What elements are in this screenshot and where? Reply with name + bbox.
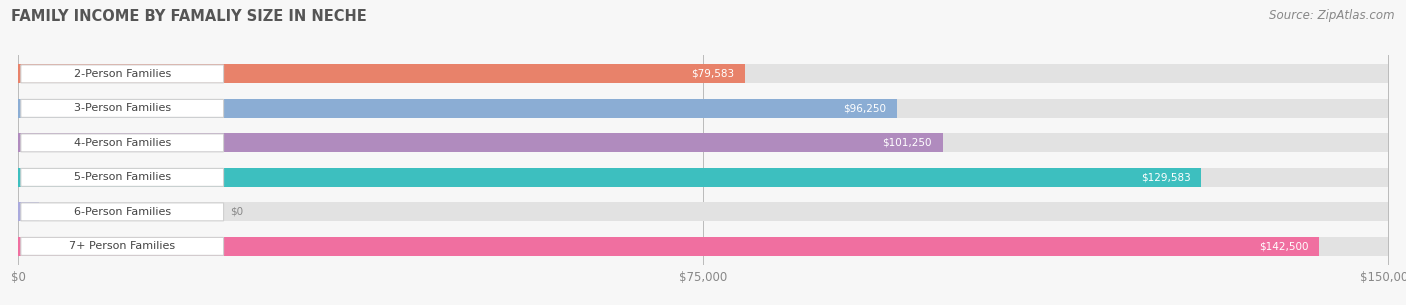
Bar — [18, 168, 1388, 187]
Text: $96,250: $96,250 — [844, 103, 886, 113]
Bar — [18, 168, 1202, 187]
Text: 4-Person Families: 4-Person Families — [73, 138, 170, 148]
Text: 3-Person Families: 3-Person Families — [73, 103, 170, 113]
Text: $101,250: $101,250 — [882, 138, 932, 148]
Bar — [18, 203, 38, 221]
FancyBboxPatch shape — [21, 99, 224, 117]
Bar — [18, 99, 897, 118]
Text: Source: ZipAtlas.com: Source: ZipAtlas.com — [1270, 9, 1395, 22]
Text: $129,583: $129,583 — [1140, 172, 1191, 182]
Bar — [18, 133, 1388, 152]
FancyBboxPatch shape — [21, 203, 224, 221]
Bar — [18, 64, 1388, 83]
Text: $0: $0 — [231, 207, 243, 217]
Bar — [18, 133, 942, 152]
Text: 6-Person Families: 6-Person Families — [73, 207, 170, 217]
Text: FAMILY INCOME BY FAMALIY SIZE IN NECHE: FAMILY INCOME BY FAMALIY SIZE IN NECHE — [11, 9, 367, 24]
Text: 5-Person Families: 5-Person Families — [73, 172, 170, 182]
Text: $79,583: $79,583 — [690, 69, 734, 79]
FancyBboxPatch shape — [21, 134, 224, 152]
FancyBboxPatch shape — [21, 237, 224, 255]
Bar — [18, 64, 745, 83]
Bar — [18, 203, 1388, 221]
Text: $142,500: $142,500 — [1258, 241, 1309, 251]
Bar — [18, 237, 1388, 256]
Text: 2-Person Families: 2-Person Families — [73, 69, 170, 79]
Bar — [18, 237, 1319, 256]
Bar — [18, 99, 1388, 118]
Text: 7+ Person Families: 7+ Person Families — [69, 241, 176, 251]
FancyBboxPatch shape — [21, 168, 224, 186]
FancyBboxPatch shape — [21, 65, 224, 83]
